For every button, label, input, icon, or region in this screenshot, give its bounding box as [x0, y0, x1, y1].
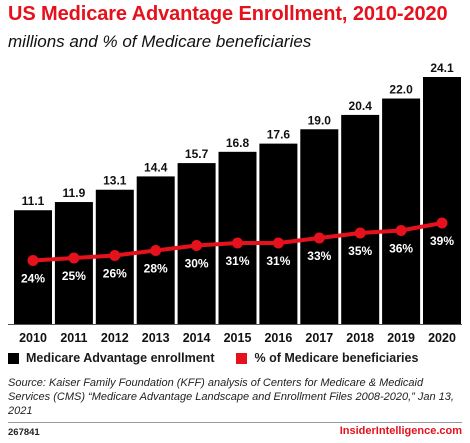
footer-divider	[8, 422, 462, 423]
bar-2017	[300, 129, 339, 324]
percent-point-2014	[191, 240, 203, 251]
legend-item-enrollment: Medicare Advantage enrollment	[8, 351, 214, 365]
percent-point-2019	[395, 225, 407, 236]
bar-value-label: 20.4	[349, 99, 373, 113]
x-tick-label: 2018	[346, 331, 374, 345]
percent-value-label: 39%	[430, 234, 454, 248]
bar-2018	[341, 114, 380, 324]
percent-point-2015	[232, 237, 243, 249]
x-tick-label: 2019	[387, 331, 415, 345]
percent-point-2012	[109, 250, 121, 261]
bar-2010	[14, 210, 52, 324]
bar-value-label: 19.0	[308, 113, 332, 127]
percent-point-2016	[272, 237, 284, 249]
bar-value-label: 13.1	[103, 174, 127, 188]
x-tick-label: 2017	[305, 331, 333, 345]
x-tick-label: 2015	[224, 331, 252, 345]
percent-point-2018	[354, 227, 366, 239]
legend-label-enrollment: Medicare Advantage enrollment	[26, 351, 215, 365]
bar-2019	[382, 98, 421, 324]
legend-swatch-enrollment	[8, 352, 19, 364]
bar-value-label: 11.1	[22, 194, 45, 208]
x-tick-label: 2013	[142, 331, 170, 345]
bar-value-label: 24.1	[430, 61, 454, 75]
labels-layer: 11.1 11.9 13.1 14.4 15.7 16.8 17.6 19.0 20.4 22.0…	[19, 61, 456, 345]
percent-value-label: 36%	[389, 242, 413, 256]
bar-value-label: 14.4	[144, 160, 168, 174]
percent-value-label: 33%	[307, 249, 331, 263]
bar-value-label: 22.0	[389, 83, 413, 97]
x-tick-label: 2020	[428, 331, 456, 345]
percent-value-label: 28%	[144, 262, 168, 276]
legend-label-percent: % of Medicare beneficiaries	[254, 351, 419, 365]
legend: Medicare Advantage enrollment % of Medic…	[8, 351, 418, 365]
bar-2020	[423, 77, 461, 324]
bar-value-label: 16.8	[226, 136, 250, 150]
percent-point-2011	[68, 252, 80, 264]
x-tick-label: 2014	[183, 331, 211, 345]
percent-value-label: 25%	[62, 269, 86, 283]
percent-value-label: 31%	[225, 254, 249, 268]
percent-value-label: 26%	[103, 267, 127, 281]
bars-layer	[14, 77, 461, 324]
x-tick-label: 2011	[60, 331, 87, 345]
source-note: Source: Kaiser Family Foundation (KFF) a…	[8, 377, 454, 417]
percent-value-label: 24%	[21, 272, 45, 286]
x-tick-label: 2010	[19, 331, 47, 345]
x-tick-label: 2012	[101, 331, 129, 345]
chart-subtitle: millions and % of Medicare beneficiaries	[8, 32, 312, 51]
legend-item-percent: % of Medicare beneficiaries	[236, 351, 418, 365]
bar-value-label: 15.7	[185, 147, 209, 161]
bar-value-label: 17.6	[267, 128, 291, 142]
percent-point-2010	[27, 255, 39, 266]
chart-id: 267841	[8, 427, 40, 438]
percent-value-label: 30%	[185, 257, 209, 271]
chart-title: US Medicare Advantage Enrollment, 2010-2…	[8, 3, 448, 25]
percent-value-label: 35%	[348, 244, 372, 258]
percent-point-2020	[436, 217, 448, 229]
percent-point-2013	[150, 245, 162, 256]
bar-2016	[259, 143, 298, 324]
bar-value-label: 11.9	[63, 186, 86, 200]
legend-swatch-percent	[236, 352, 248, 364]
chart-svg: 11.1 11.9 13.1 14.4 15.7 16.8 17.6 19.0 20.4 22.0…	[8, 61, 462, 345]
percent-point-2017	[313, 232, 325, 244]
brand-link[interactable]: InsiderIntelligence.com	[339, 425, 462, 437]
percent-value-label: 31%	[266, 254, 290, 268]
percent-line-layer	[27, 217, 448, 266]
x-tick-label: 2016	[264, 331, 292, 345]
